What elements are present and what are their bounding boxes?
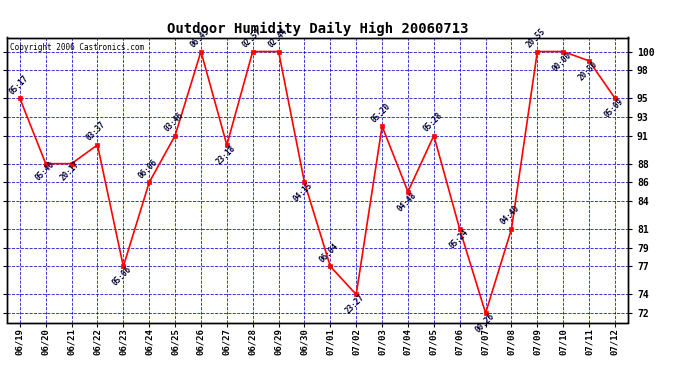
Text: 02:57: 02:57 bbox=[240, 27, 263, 50]
Text: 04:40: 04:40 bbox=[499, 204, 522, 227]
Text: 00:00: 00:00 bbox=[551, 50, 573, 73]
Text: 20:55: 20:55 bbox=[525, 27, 548, 50]
Text: 05:20: 05:20 bbox=[370, 101, 393, 124]
Text: 23:18: 23:18 bbox=[215, 144, 237, 166]
Text: 06:45: 06:45 bbox=[188, 27, 211, 50]
Text: 02:44: 02:44 bbox=[266, 27, 289, 50]
Text: 05:17: 05:17 bbox=[8, 74, 30, 96]
Text: 20:17: 20:17 bbox=[59, 160, 82, 182]
Text: 06:06: 06:06 bbox=[137, 158, 159, 180]
Text: 20:50: 20:50 bbox=[577, 60, 600, 82]
Text: 05:24: 05:24 bbox=[447, 228, 470, 251]
Text: 03:46: 03:46 bbox=[163, 111, 186, 134]
Text: 05:09: 05:09 bbox=[602, 97, 625, 120]
Text: Copyright 2006 Castronics.com: Copyright 2006 Castronics.com bbox=[10, 43, 144, 52]
Text: 04:15: 04:15 bbox=[292, 181, 315, 204]
Text: 05:40: 05:40 bbox=[33, 160, 56, 182]
Text: 05:28: 05:28 bbox=[422, 111, 444, 134]
Title: Outdoor Humidity Daily High 20060713: Outdoor Humidity Daily High 20060713 bbox=[167, 22, 468, 36]
Text: 00:26: 00:26 bbox=[473, 312, 496, 334]
Text: 23:27: 23:27 bbox=[344, 293, 366, 316]
Text: 06:04: 06:04 bbox=[318, 242, 341, 264]
Text: 04:48: 04:48 bbox=[395, 190, 418, 213]
Text: 03:37: 03:37 bbox=[85, 120, 108, 143]
Text: 05:06: 05:06 bbox=[111, 265, 134, 288]
